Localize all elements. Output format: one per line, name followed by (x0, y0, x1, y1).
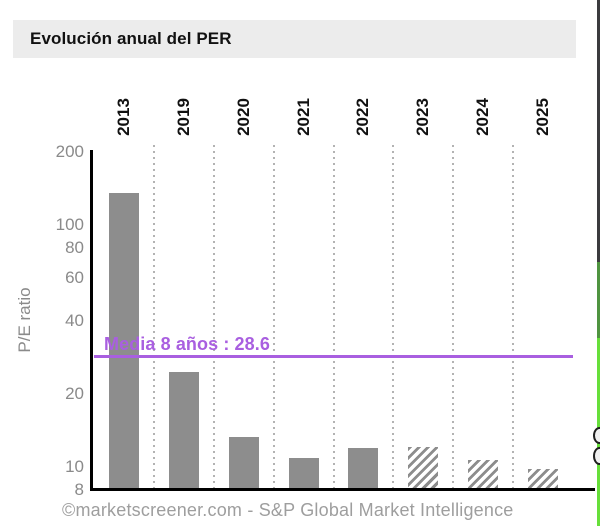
gridline (152, 145, 155, 488)
y-tick-label: 60 (65, 268, 84, 288)
bar-2023 (408, 446, 439, 488)
chart-header: Evolución anual del PER (13, 20, 576, 58)
chart-title: Evolución anual del PER (30, 29, 232, 48)
y-tick-label: 40 (65, 311, 84, 330)
cut-off-glyph (593, 447, 600, 465)
gridline (332, 145, 335, 488)
year-label-2021: 2021 (293, 98, 313, 136)
year-label-2013: 2013 (113, 98, 133, 136)
bar-2021 (288, 457, 319, 488)
bar-2020 (228, 437, 259, 488)
y-tick-label: 20 (65, 383, 84, 403)
year-label-2023: 2023 (413, 98, 433, 136)
year-label-2025: 2025 (533, 98, 553, 136)
year-label-2024: 2024 (473, 98, 493, 136)
bar-2022 (348, 448, 379, 488)
year-label-2022: 2022 (353, 98, 373, 136)
copyright-credit: ©marketscreener.com - S&P Global Market … (62, 500, 514, 520)
sliver-top-segment (597, 0, 600, 262)
bar-2019 (168, 372, 199, 488)
gridline (272, 145, 275, 488)
sliver-mid-segment (597, 262, 600, 338)
bar-2024 (468, 460, 499, 488)
x-axis-line (90, 488, 595, 491)
y-tick-label: 10 (65, 456, 84, 476)
gridline (512, 145, 515, 488)
y-tick-label: 200 (55, 142, 84, 161)
bar-2013 (108, 193, 139, 488)
y-tick-label: 80 (65, 238, 84, 258)
cut-off-glyph (593, 427, 600, 444)
bar-2025 (528, 468, 559, 488)
y-tick-label: 8 (74, 480, 84, 499)
y-tick-label: 100 (55, 214, 84, 234)
y-axis-line (90, 150, 93, 491)
mean-line (94, 354, 573, 358)
gridline (452, 145, 455, 488)
year-label-2019: 2019 (173, 98, 193, 136)
year-label-2020: 2020 (233, 98, 253, 136)
gridline (212, 145, 215, 488)
gridline (392, 145, 395, 488)
mean-line-label: Media 8 años : 28.6 (104, 334, 270, 355)
